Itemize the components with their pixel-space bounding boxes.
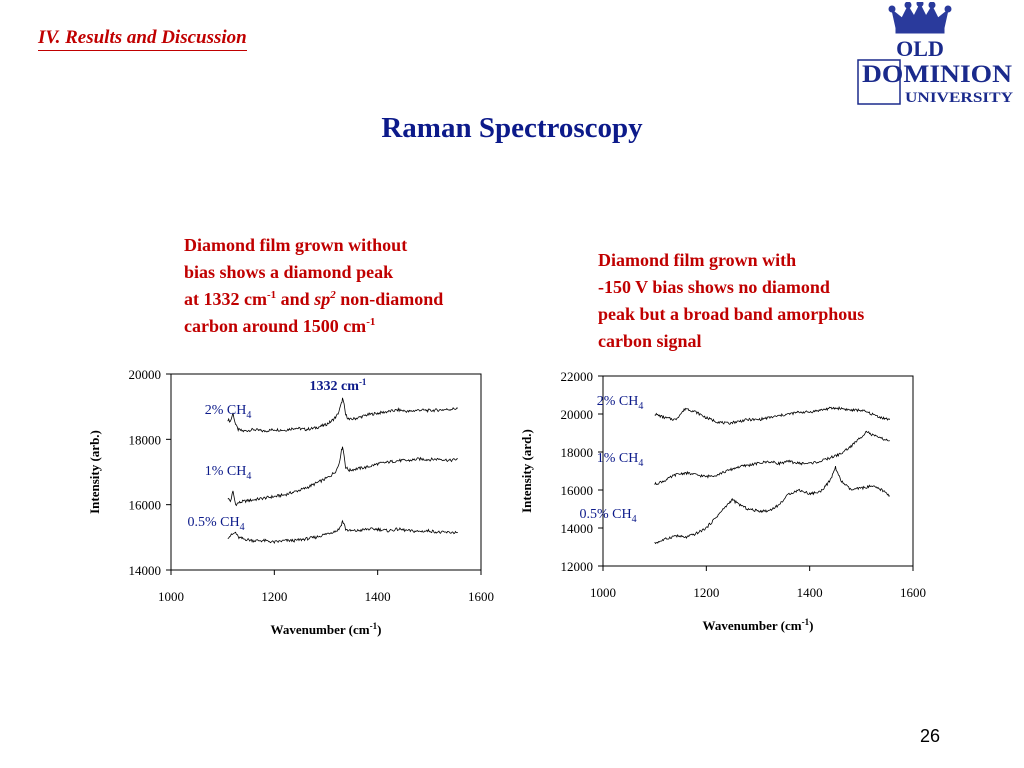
right-caption-line-2: -150 V bias shows no diamond: [598, 277, 830, 297]
y-tick-label: 16000: [129, 498, 162, 513]
y-tick-label: 18000: [561, 445, 594, 460]
logo-line-1: OLD: [896, 36, 944, 61]
series-line: [654, 406, 891, 425]
peak-annotation: 1332 cm-1: [310, 377, 367, 394]
series-line: [227, 397, 459, 433]
series-label: 1% CH4: [597, 451, 644, 469]
x-axis-label: Wavenumber (cm-1): [703, 617, 814, 633]
x-tick-label: 1600: [468, 589, 494, 604]
right-caption: Diamond film grown with -150 V bias show…: [598, 247, 864, 355]
x-tick-label: 1400: [365, 589, 391, 604]
university-logo: OLD DOMINION UNIVERSITY: [857, 2, 1013, 106]
left-caption-line-2: bias shows a diamond peak: [184, 262, 394, 282]
crown-icon: [888, 2, 952, 34]
right-caption-line-4: carbon signal: [598, 331, 702, 351]
y-tick-label: 14000: [129, 563, 162, 578]
y-tick-label: 14000: [561, 521, 594, 536]
x-tick-label: 1000: [590, 585, 616, 600]
series-label: 1% CH4: [205, 464, 252, 482]
y-axis-label: Intensity (arb.): [87, 430, 102, 514]
y-tick-label: 22000: [561, 369, 594, 384]
right-caption-line-1: Diamond film grown with: [598, 250, 797, 270]
left-caption-line-4: carbon around 1500 cm-1: [184, 316, 376, 336]
right-caption-line-3: peak but a broad band amorphous: [598, 304, 865, 324]
y-tick-label: 12000: [561, 559, 594, 574]
x-axis-label: Wavenumber (cm-1): [271, 621, 382, 637]
series-label: 2% CH4: [205, 403, 252, 421]
x-tick-label: 1200: [261, 589, 287, 604]
y-tick-label: 20000: [561, 407, 594, 422]
section-heading: IV. Results and Discussion: [38, 26, 247, 51]
page-number: 26: [919, 726, 940, 746]
series-line: [227, 519, 458, 545]
series-line: [654, 466, 891, 545]
series-line: [654, 430, 890, 486]
y-tick-label: 16000: [561, 483, 594, 498]
x-tick-label: 1000: [158, 589, 184, 604]
logo-line-3: UNIVERSITY: [905, 90, 1013, 106]
slide-title: Raman Spectroscopy: [381, 112, 643, 144]
x-tick-label: 1400: [797, 585, 823, 600]
y-tick-label: 20000: [129, 367, 162, 382]
series-line: [227, 446, 458, 507]
right-raman-chart: 12000 14000 16000 18000 20000 22000 1000 1200 14…: [519, 369, 926, 633]
x-tick-label: 1600: [900, 585, 926, 600]
left-raman-chart: 14000 16000 18000 20000 1000 1200 1400 1600 Wave…: [87, 367, 494, 637]
series-label: 0.5% CH4: [187, 515, 244, 533]
x-tick-label: 1200: [693, 585, 719, 600]
series-label: 0.5% CH4: [579, 507, 636, 525]
plot-frame: [170, 373, 482, 571]
left-caption: Diamond film grown without bias shows a …: [184, 232, 443, 340]
logo-line-2: DOMINION: [862, 61, 1012, 88]
left-caption-line-1: Diamond film grown without: [184, 235, 408, 255]
plot-frame: [602, 375, 914, 567]
y-axis-label: Intensity (ard.): [519, 429, 534, 513]
series-label: 2% CH4: [597, 394, 644, 412]
left-caption-line-3: at 1332 cm-1 and sp2 non-diamond: [184, 289, 444, 309]
y-tick-label: 18000: [129, 432, 162, 447]
